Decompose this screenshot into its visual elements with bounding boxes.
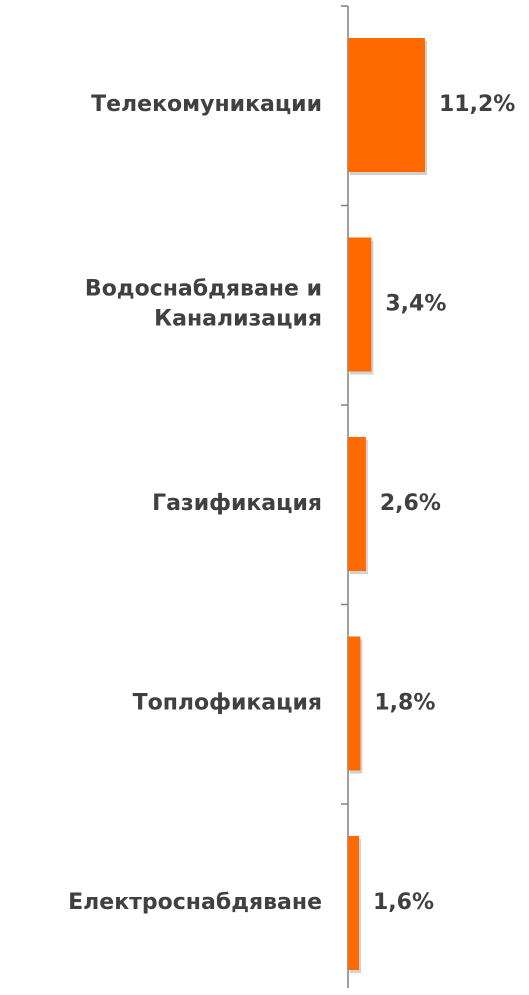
category-label: Водоснабдяване и	[85, 277, 322, 302]
labels-layer: 11,2% Телекомуникации 3,4% Водоснабдяване и…	[68, 92, 515, 915]
bar	[348, 437, 366, 571]
axis-layer	[341, 5, 349, 988]
category-label: Канализация	[154, 307, 322, 332]
data-label: 2,6%	[380, 491, 441, 516]
bar	[348, 237, 372, 372]
bar	[348, 836, 359, 970]
data-label: 1,6%	[373, 890, 434, 915]
category-label: Топлофикация	[133, 691, 322, 716]
data-label: 11,2%	[439, 92, 515, 117]
category-label: Газификация	[152, 491, 322, 516]
category-label: Телекомуникации	[91, 92, 322, 117]
category-label: Електроснабдяване	[68, 890, 322, 915]
bars-layer	[348, 38, 427, 973]
data-label: 3,4%	[385, 292, 446, 317]
data-label: 1,8%	[374, 691, 435, 716]
bar	[348, 636, 361, 771]
bar	[348, 38, 425, 172]
